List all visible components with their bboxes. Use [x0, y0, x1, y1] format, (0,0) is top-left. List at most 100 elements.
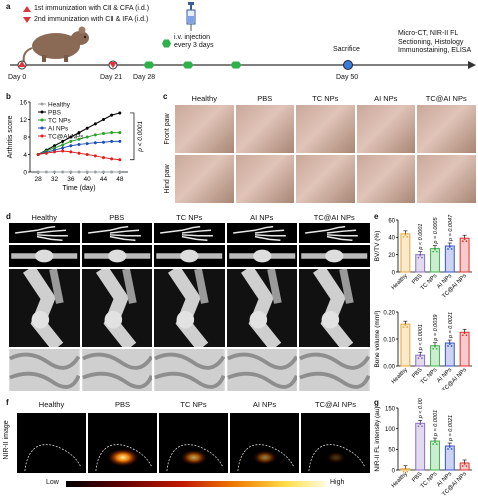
legend-first-immunization: 1st immunization with CⅡ & CFA (i.d.) — [34, 5, 150, 12]
photo-column-header: TC@AI NPs — [425, 94, 467, 103]
data-point — [69, 139, 73, 143]
timeline — [10, 60, 476, 70]
data-point — [61, 143, 65, 147]
bar — [430, 440, 440, 471]
p-value-label: p = 0.0047 — [448, 214, 454, 242]
legend-triangle-down-icon — [23, 17, 31, 23]
data-point — [53, 146, 56, 150]
nir-column-header: PBS — [114, 400, 130, 409]
day-21-label: Day 21 — [100, 74, 123, 81]
data-point — [69, 170, 73, 174]
bar — [415, 354, 426, 367]
p-value-label: p = 0.0039 — [433, 315, 439, 342]
hind-paw-photo — [174, 154, 235, 204]
data-point — [102, 118, 105, 121]
data-point — [36, 170, 40, 174]
y-tick-label: 0 — [392, 270, 396, 276]
data-point — [77, 151, 81, 155]
sacrifice-label: Sacrifice — [333, 46, 360, 53]
front-paw-photo — [355, 104, 416, 154]
hind-paw-photo — [416, 154, 477, 204]
bar — [415, 254, 426, 273]
data-point — [61, 146, 65, 150]
photo-column-header: TC NPs — [312, 94, 339, 103]
nir-row-label: NIR-II image — [3, 420, 10, 460]
data-point — [110, 157, 114, 161]
panel-letter-d: d — [6, 212, 11, 221]
bar — [430, 345, 440, 367]
intensity-scale-bar — [66, 481, 326, 487]
injection-label: i.v. injection every 3 days — [174, 34, 214, 49]
ct-paw-overview — [298, 222, 371, 244]
bar — [444, 445, 455, 471]
data-point — [85, 135, 89, 139]
photo-row-label: Front paw — [164, 113, 171, 145]
data-point — [53, 144, 56, 148]
ct-paw-overview — [153, 222, 226, 244]
y-axis-label: Arthritis score — [7, 116, 14, 159]
p-value-label: p = 0.0021 — [448, 312, 454, 339]
data-point — [110, 170, 114, 174]
legend-entry: AI NPs — [48, 125, 69, 132]
ct-paw-overview — [80, 222, 153, 244]
day50-marker-icon — [343, 60, 353, 70]
nir-column-header: TC NPs — [180, 400, 207, 409]
y-tick-label: 8 — [23, 135, 27, 142]
injection-marker-icon — [143, 61, 155, 69]
legend-entry: TC@AI NPs — [48, 133, 84, 140]
bar — [459, 237, 470, 273]
data-point — [93, 170, 97, 174]
data-point — [61, 149, 65, 153]
ct-paw-overview — [225, 222, 298, 244]
front-paw-photo — [295, 104, 356, 154]
p-value-label: p = 0.0001 — [433, 410, 439, 437]
nir-column-header: Healthy — [38, 400, 65, 409]
y-tick-label: 4 — [23, 152, 27, 159]
p-value-annotation: p < 0.0001 — [137, 121, 144, 153]
p-value-label: p = 0.0021 — [448, 415, 454, 442]
scale-high-label: High — [330, 479, 345, 486]
legend-entry: TC NPs — [48, 117, 72, 124]
day-50-label: Day 50 — [336, 74, 359, 81]
y-tick-label: 60 — [388, 218, 395, 224]
injection-marker-icon — [230, 61, 242, 69]
p-value-label: p < 0.0001 — [418, 224, 424, 251]
legend-markers — [23, 6, 31, 23]
ct-joint-view — [80, 244, 153, 268]
panel-letter-f: f — [6, 398, 9, 407]
ct-ankle-3d-view — [153, 268, 226, 348]
nir-image — [300, 412, 371, 474]
y-tick-label: 0 — [392, 468, 396, 474]
bar — [444, 245, 455, 273]
data-point — [93, 133, 97, 137]
nir-column-header: AI NPs — [252, 400, 277, 409]
x-tick-label: 36 — [67, 176, 75, 183]
y-tick-label: 20 — [388, 253, 395, 259]
data-point — [118, 131, 122, 135]
data-point — [77, 137, 81, 141]
ct-column-header: AI NPs — [250, 213, 274, 222]
bar — [400, 233, 411, 273]
x-tick-label: 40 — [84, 176, 92, 183]
day-28-label: Day 28 — [133, 74, 156, 81]
ct-paw-overview — [8, 222, 81, 244]
legend-entry: Healthy — [48, 101, 71, 108]
y-tick-label: 100 — [385, 427, 396, 433]
front-paw-photo — [416, 104, 477, 154]
data-point — [53, 150, 56, 154]
x-tick-label: TC NPs — [420, 471, 439, 490]
scale-low-label: Low — [46, 479, 59, 486]
bar — [459, 331, 470, 367]
bar — [430, 248, 440, 273]
ct-bone-surface-view — [298, 348, 371, 392]
data-point — [118, 139, 122, 143]
ct-joint-view — [298, 244, 371, 268]
y-axis-label: Bone volume (mm³) — [374, 310, 381, 367]
y-tick-label: 12 — [20, 117, 28, 124]
injection-hexagon-icon — [162, 39, 171, 48]
day21-marker-icon — [109, 62, 117, 68]
p-value-label: p < 0.0001 — [418, 324, 424, 351]
data-point — [118, 111, 122, 115]
data-point — [77, 131, 81, 135]
front-paw-photo — [174, 104, 235, 154]
